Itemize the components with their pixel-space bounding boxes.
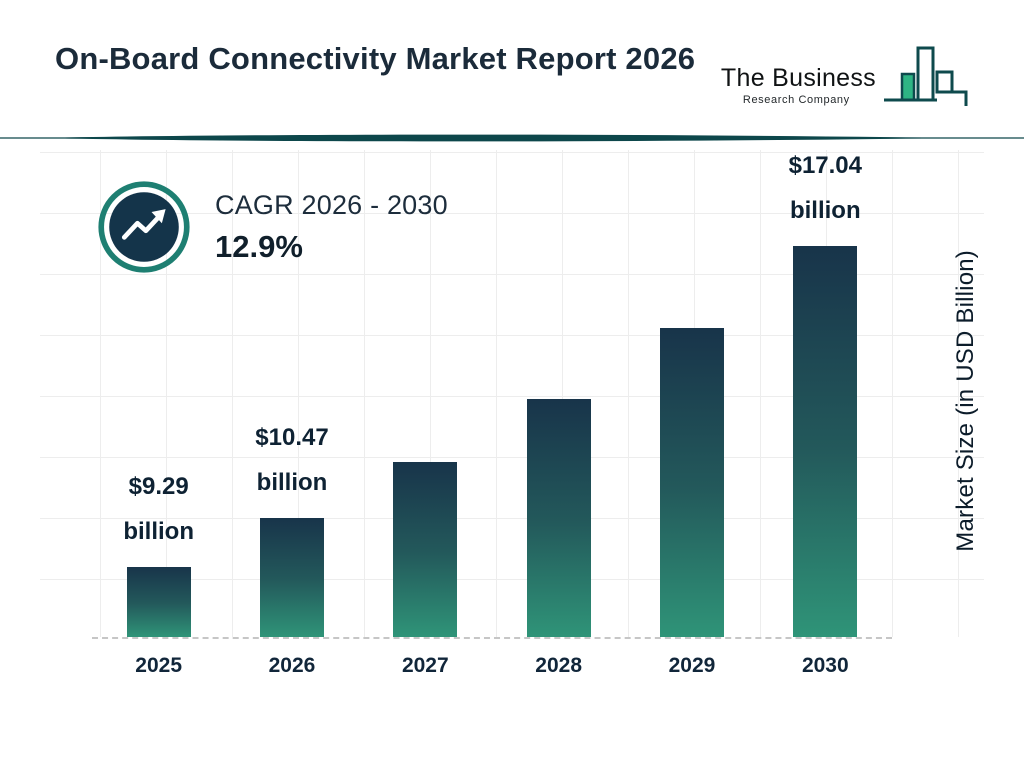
bars: $9.29 billion $10.47 billion $17.04 billion bbox=[92, 144, 892, 637]
cagr-badge: CAGR 2026 - 2030 12.9% bbox=[97, 180, 448, 274]
x-axis-label-2028: 2028 bbox=[535, 654, 582, 677]
bar-column-2025: $9.29 billion bbox=[92, 465, 225, 637]
x-axis: 2025 2026 2027 2028 2029 2030 bbox=[92, 637, 892, 678]
report-title: On-Board Connectivity Market Report 2026 bbox=[55, 41, 696, 76]
bar-value-label-2025: $9.29 billion bbox=[123, 473, 194, 545]
bar-2027 bbox=[393, 462, 458, 637]
divider-line bbox=[0, 134, 1024, 142]
bar-2026 bbox=[259, 518, 324, 637]
bar-2030 bbox=[793, 246, 858, 637]
x-axis-label-2030: 2030 bbox=[801, 654, 849, 677]
x-axis-label-2027: 2027 bbox=[401, 654, 449, 677]
company-logo: The Business Research Company bbox=[721, 46, 972, 116]
bar-value-label-2026: $10.47 billion bbox=[255, 424, 329, 496]
cagr-label: CAGR 2026 - 2030 bbox=[215, 189, 448, 220]
chart-region: CAGR 2026 - 2030 12.9% Market Size (in U… bbox=[40, 150, 984, 637]
bar-2025 bbox=[126, 567, 191, 637]
bar-column-2026: $10.47 billion bbox=[225, 416, 358, 637]
bar-chart-logo-icon bbox=[884, 46, 968, 106]
cagr-text: CAGR 2026 - 2030 12.9% bbox=[215, 190, 448, 265]
growth-arrow-icon bbox=[98, 181, 190, 273]
bar-column-2028 bbox=[492, 399, 625, 637]
header: On-Board Connectivity Market Report 2026… bbox=[0, 0, 1024, 116]
cagr-value: 12.9% bbox=[215, 228, 303, 264]
x-axis-label-2025: 2025 bbox=[135, 654, 183, 677]
x-axis-label-2029: 2029 bbox=[668, 654, 716, 677]
y-axis-label: Market Size (in USD Billion) bbox=[952, 250, 979, 552]
bar-column-2029 bbox=[625, 328, 758, 637]
bar-2029 bbox=[659, 328, 724, 637]
bar-value-label-2030: $17.04 billion bbox=[788, 152, 862, 224]
bar-column-2027 bbox=[359, 462, 492, 637]
logo-name: The Business bbox=[720, 64, 876, 92]
logo-text: The Business Research Company bbox=[721, 50, 876, 106]
logo-subname: Research Company bbox=[742, 94, 850, 106]
bar-column-2030: $17.04 billion bbox=[759, 144, 892, 637]
bar-2028 bbox=[526, 399, 591, 637]
x-axis-label-2026: 2026 bbox=[268, 654, 316, 677]
